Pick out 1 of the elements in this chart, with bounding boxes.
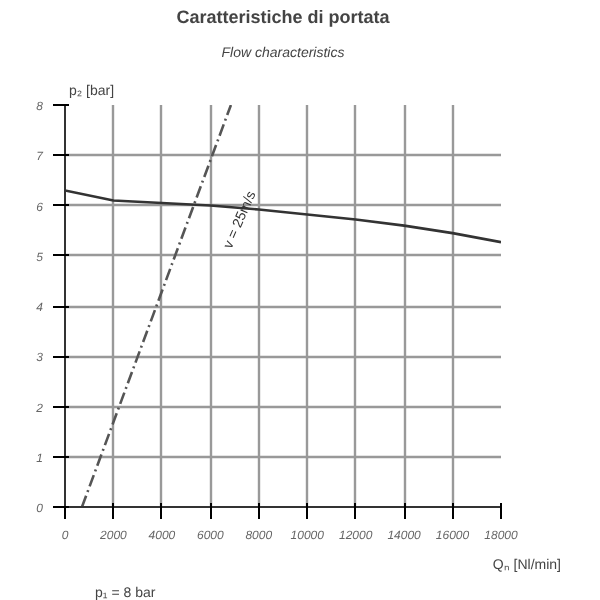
chart-title: Caratteristiche di portata [176,7,392,27]
